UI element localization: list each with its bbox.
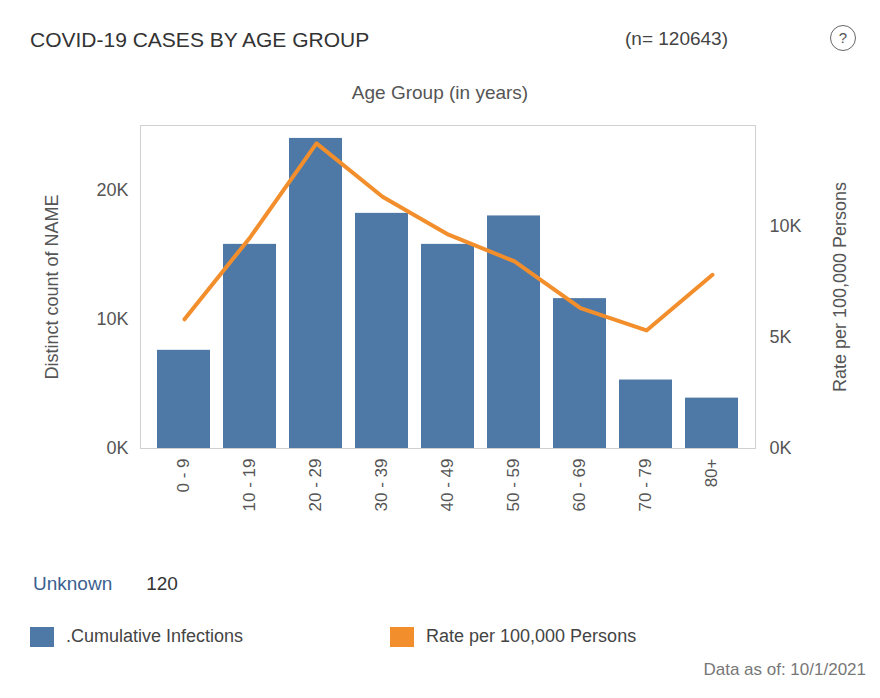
svg-text:0K: 0K xyxy=(770,438,792,458)
svg-text:10 - 19: 10 - 19 xyxy=(240,459,259,512)
html-text:Age Group (in years): Age Group (in years) xyxy=(351,82,529,103)
svg-text:0 - 9: 0 - 9 xyxy=(174,459,193,493)
svg-text:5K: 5K xyxy=(770,327,792,347)
svg-text:Distinct count of NAME: Distinct count of NAME xyxy=(42,194,62,379)
svg-text:0K: 0K xyxy=(106,438,128,458)
svg-text:30 - 39: 30 - 39 xyxy=(372,459,391,512)
html-text:Rate per 100,000 Persons: Rate per 100,000 Persons xyxy=(426,626,637,646)
svg-text:60 - 69: 60 - 69 xyxy=(570,459,589,512)
html-text:120: 120 xyxy=(146,573,178,594)
svg-text:50 - 59: 50 - 59 xyxy=(504,459,523,512)
svg-text:70 - 79: 70 - 79 xyxy=(636,459,655,512)
svg-text:10K: 10K xyxy=(96,309,128,329)
svg-text:20K: 20K xyxy=(96,180,128,200)
html-text:COVID-19 CASES BY AGE GROUP: COVID-19 CASES BY AGE GROUP xyxy=(30,28,370,51)
svg-text:20 - 29: 20 - 29 xyxy=(306,459,325,512)
svg-text:40 - 49: 40 - 49 xyxy=(438,459,457,512)
html-text:Unknown: Unknown xyxy=(33,573,113,594)
svg-text:80+: 80+ xyxy=(702,458,721,487)
html-text:(n= 120643): (n= 120643) xyxy=(625,28,728,49)
html-text:Data as of: 10/1/2021: Data as of: 10/1/2021 xyxy=(703,660,866,679)
html-text:.Cumulative Infections: .Cumulative Infections xyxy=(66,626,244,646)
svg-text:10K: 10K xyxy=(770,216,802,236)
svg-text:Rate per 100,000 Persons: Rate per 100,000 Persons xyxy=(830,182,850,392)
